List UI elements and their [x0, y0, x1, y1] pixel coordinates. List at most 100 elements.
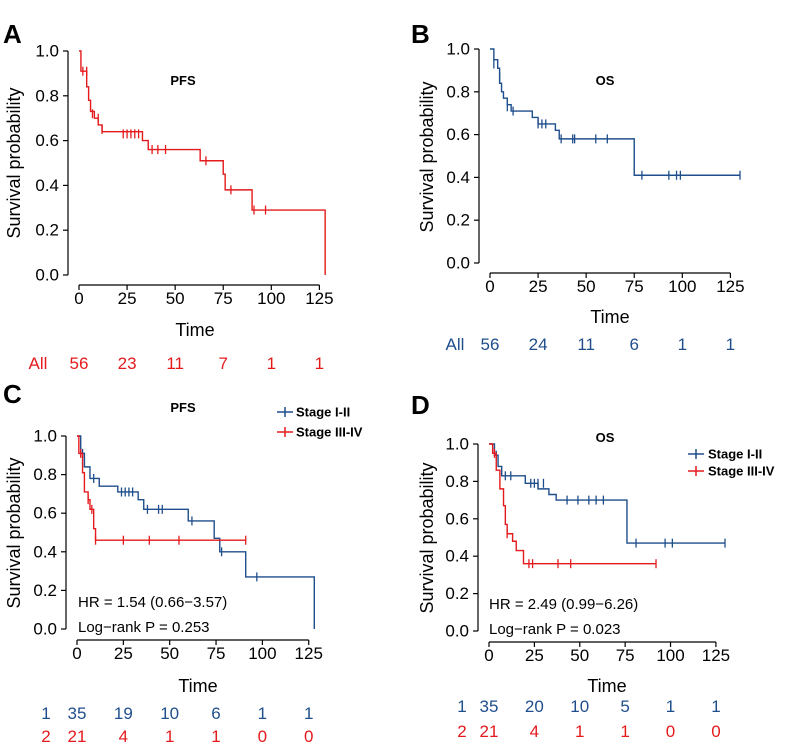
risk-count: 56	[481, 335, 500, 354]
y-tick-label: 0.4	[33, 542, 57, 561]
legend-label: Stage III-IV	[708, 464, 775, 479]
x-tick-label: 25	[529, 277, 548, 296]
x-tick-label: 25	[525, 646, 544, 665]
y-tick-label: 0.2	[35, 221, 59, 240]
survival-curve	[489, 443, 657, 565]
x-tick-label: 100	[257, 289, 285, 308]
risk-count: 20	[525, 697, 544, 716]
panel-a: A 0.0 0.2 0.4 0.6 0.8 1.0 0 25 50 75 100 125 Time Surv…	[3, 19, 334, 373]
chart-title: OS	[596, 73, 615, 88]
x-tick-label: 125	[702, 646, 730, 665]
x-tick-label: 125	[295, 644, 323, 663]
y-tick-label: 0.8	[33, 465, 57, 484]
legend-item: Stage III-IV	[277, 425, 363, 440]
series-stage-iii-iv	[77, 435, 247, 545]
x-tick-label: 50	[160, 644, 179, 663]
x-axis-label: Time	[175, 320, 214, 340]
risk-row: 2 21 4 1 1 0 0	[41, 727, 313, 746]
risk-count: 56	[70, 354, 89, 373]
y-tick-label: 0.2	[33, 581, 57, 600]
risk-count: 35	[68, 704, 87, 723]
legend-item: Stage I-II	[688, 447, 762, 462]
panel-letter: D	[411, 390, 430, 420]
x-axis-label: Time	[587, 676, 626, 696]
risk-count: 35	[480, 697, 499, 716]
legend-item: Stage III-IV	[688, 464, 775, 479]
series-all	[79, 50, 326, 275]
risk-count: 4	[530, 722, 539, 741]
risk-count: 1	[211, 727, 220, 746]
x-tick-label: 125	[305, 289, 333, 308]
y-tick-label: 0.8	[446, 82, 470, 101]
y-tick-label: 0.8	[445, 472, 469, 491]
y-tick-label: 1.0	[35, 42, 59, 61]
chart-title: OS	[596, 430, 615, 445]
survival-curve	[77, 435, 315, 629]
survival-curve	[79, 50, 326, 275]
x-tick-label: 100	[656, 646, 684, 665]
risk-count: 0	[711, 722, 720, 741]
risk-row: All 56 24 11 6 1 1	[446, 335, 736, 354]
panel-letter: C	[3, 379, 22, 409]
y-tick-label: 0.4	[445, 547, 469, 566]
risk-count: 0	[258, 727, 267, 746]
x-tick-label: 100	[668, 277, 696, 296]
x-axis-label: Time	[178, 676, 217, 696]
risk-count: 5	[620, 697, 629, 716]
risk-count: 0	[304, 727, 313, 746]
risk-count: 19	[114, 704, 133, 723]
x-tick-label: 25	[114, 644, 133, 663]
log-rank-text: Log−rank P = 0.023	[489, 621, 621, 638]
y-tick-label: 1.0	[33, 427, 57, 446]
legend-label: Stage I-II	[296, 405, 350, 420]
panel-letter: B	[411, 19, 430, 49]
y-axis-label: Survival probability	[4, 457, 24, 608]
risk-row-label: All	[446, 335, 465, 354]
panel-c: C0.00.20.40.60.81.00 25 50 75 100 125TimeSurv…	[3, 379, 363, 746]
y-tick-label: 0.6	[445, 509, 469, 528]
x-tick-label: 75	[214, 289, 233, 308]
x-tick-label: 75	[616, 646, 635, 665]
risk-count: 21	[68, 727, 87, 746]
risk-count: 6	[211, 704, 220, 723]
x-tick-label: 100	[248, 644, 276, 663]
risk-count: 7	[218, 354, 227, 373]
risk-row: 1 35 20 10 5 1 1	[457, 697, 720, 716]
y-tick-label: 0.0	[33, 620, 57, 639]
y-tick-label: 0.6	[35, 131, 59, 150]
risk-row-label: 1	[457, 697, 466, 716]
risk-count: 1	[575, 722, 584, 741]
series-stage-iii-iv	[489, 443, 657, 569]
risk-count: 0	[666, 722, 675, 741]
risk-count: 1	[666, 697, 675, 716]
risk-count: 1	[726, 335, 735, 354]
x-tick-label: 125	[716, 277, 744, 296]
y-axis-label: Survival probability	[417, 81, 437, 232]
risk-row: 2 21 4 1 1 0 0	[457, 722, 720, 741]
y-tick-label: 1.0	[446, 40, 470, 59]
risk-count: 1	[711, 697, 720, 716]
y-tick-label: 0.6	[33, 504, 57, 523]
x-tick-label: 0	[484, 646, 493, 665]
risk-count: 10	[570, 697, 589, 716]
series-stage-i-ii	[489, 443, 726, 548]
y-tick-label: 0.0	[446, 254, 470, 273]
x-tick-label: 0	[74, 289, 83, 308]
risk-count: 10	[160, 704, 179, 723]
risk-row-label: 2	[457, 722, 466, 741]
risk-row-label: All	[29, 354, 48, 373]
x-tick-label: 50	[577, 277, 596, 296]
x-tick-label: 25	[118, 289, 137, 308]
y-tick-label: 0.0	[445, 622, 469, 641]
y-tick-label: 0.4	[446, 168, 470, 187]
series-all	[490, 48, 741, 180]
y-axis-label: Survival probability	[4, 87, 24, 238]
chart-title: PFS	[170, 73, 196, 88]
risk-count: 23	[118, 354, 137, 373]
risk-count: 11	[166, 354, 184, 373]
risk-count: 1	[267, 354, 276, 373]
panel-letter: A	[3, 19, 22, 49]
x-tick-label: 75	[625, 277, 644, 296]
y-tick-label: 1.0	[445, 435, 469, 454]
